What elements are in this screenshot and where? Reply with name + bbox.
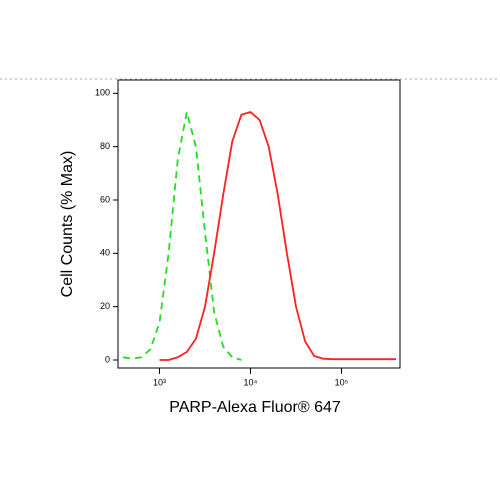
x-axis-label: PARP-Alexa Fluor® 647 [169, 399, 341, 416]
plot-frame [117, 79, 401, 369]
y-tick-label: 60 [100, 194, 110, 204]
y-tick-label: 40 [100, 248, 110, 258]
series-line [159, 111, 396, 361]
y-tick-label: 100 [95, 88, 110, 98]
y-axis-label: Cell Counts (% Max) [59, 151, 76, 298]
y-tick-label: 80 [100, 141, 110, 151]
x-tick-label: 10⁴ [244, 377, 258, 387]
y-tick-label: 0 [105, 354, 110, 364]
x-tick-label: 10⁵ [335, 377, 349, 387]
x-tick-label: 10³ [153, 377, 166, 387]
y-tick-label: 20 [100, 301, 110, 311]
series-line [122, 111, 242, 361]
